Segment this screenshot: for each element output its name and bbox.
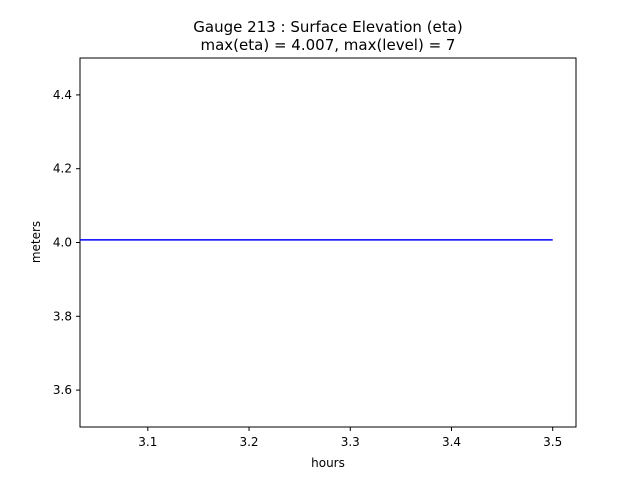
y-tick-label: 3.6	[53, 383, 72, 397]
chart-subtitle: max(eta) = 4.007, max(level) = 7	[201, 36, 456, 54]
x-tick-label: 3.2	[239, 435, 258, 449]
y-tick-label: 4.2	[53, 162, 72, 176]
y-tick-label: 4.4	[53, 88, 72, 102]
x-axis-label: hours	[311, 456, 345, 470]
x-tick-label: 3.4	[442, 435, 461, 449]
chart-title: Gauge 213 : Surface Elevation (eta)	[193, 18, 462, 36]
x-tick-label: 3.3	[341, 435, 360, 449]
y-axis: 3.6 3.8 4.0 4.2 4.4	[53, 88, 80, 397]
y-axis-label: meters	[29, 221, 43, 263]
x-axis: 3.1 3.2 3.3 3.4 3.5	[138, 427, 562, 449]
y-tick-label: 3.8	[53, 309, 72, 323]
x-tick-label: 3.1	[138, 435, 157, 449]
x-tick-label: 3.5	[543, 435, 562, 449]
y-tick-label: 4.0	[53, 236, 72, 250]
plot-area	[79, 57, 577, 428]
